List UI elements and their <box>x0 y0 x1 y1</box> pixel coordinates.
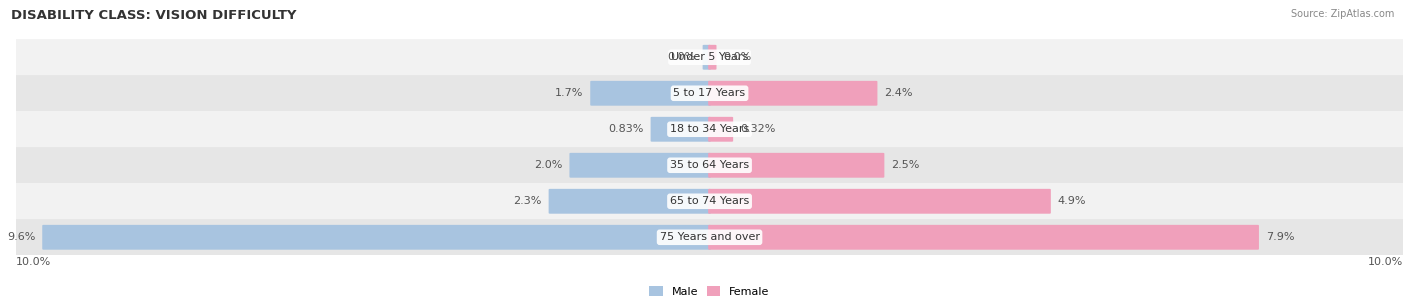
Text: 2.0%: 2.0% <box>534 160 562 170</box>
Text: 0.0%: 0.0% <box>668 52 696 62</box>
Text: 0.83%: 0.83% <box>609 124 644 134</box>
FancyBboxPatch shape <box>709 225 1258 250</box>
Text: 2.4%: 2.4% <box>884 88 912 98</box>
Text: 9.6%: 9.6% <box>7 232 35 242</box>
Text: 10.0%: 10.0% <box>15 257 51 267</box>
FancyBboxPatch shape <box>703 45 711 70</box>
FancyBboxPatch shape <box>709 45 717 70</box>
Text: 5 to 17 Years: 5 to 17 Years <box>673 88 745 98</box>
Text: 35 to 64 Years: 35 to 64 Years <box>671 160 749 170</box>
FancyBboxPatch shape <box>15 183 1403 219</box>
FancyBboxPatch shape <box>591 81 711 106</box>
Text: 2.5%: 2.5% <box>891 160 920 170</box>
FancyBboxPatch shape <box>709 153 884 178</box>
Legend: Male, Female: Male, Female <box>650 286 769 297</box>
FancyBboxPatch shape <box>651 117 711 142</box>
Text: 0.32%: 0.32% <box>740 124 776 134</box>
FancyBboxPatch shape <box>548 189 711 214</box>
FancyBboxPatch shape <box>569 153 711 178</box>
Text: 0.0%: 0.0% <box>724 52 752 62</box>
Text: 18 to 34 Years: 18 to 34 Years <box>669 124 749 134</box>
Text: 7.9%: 7.9% <box>1265 232 1295 242</box>
FancyBboxPatch shape <box>42 225 711 250</box>
Text: DISABILITY CLASS: VISION DIFFICULTY: DISABILITY CLASS: VISION DIFFICULTY <box>11 9 297 22</box>
Text: 75 Years and over: 75 Years and over <box>659 232 759 242</box>
FancyBboxPatch shape <box>15 75 1403 112</box>
FancyBboxPatch shape <box>15 111 1403 147</box>
FancyBboxPatch shape <box>15 219 1403 255</box>
Text: 4.9%: 4.9% <box>1057 196 1087 206</box>
Text: 10.0%: 10.0% <box>1368 257 1403 267</box>
FancyBboxPatch shape <box>709 81 877 106</box>
FancyBboxPatch shape <box>709 189 1050 214</box>
Text: Under 5 Years: Under 5 Years <box>671 52 748 62</box>
Text: 2.3%: 2.3% <box>513 196 541 206</box>
Text: Source: ZipAtlas.com: Source: ZipAtlas.com <box>1291 9 1395 19</box>
Text: 1.7%: 1.7% <box>555 88 583 98</box>
Text: 65 to 74 Years: 65 to 74 Years <box>669 196 749 206</box>
FancyBboxPatch shape <box>709 117 733 142</box>
FancyBboxPatch shape <box>15 39 1403 75</box>
FancyBboxPatch shape <box>15 147 1403 183</box>
